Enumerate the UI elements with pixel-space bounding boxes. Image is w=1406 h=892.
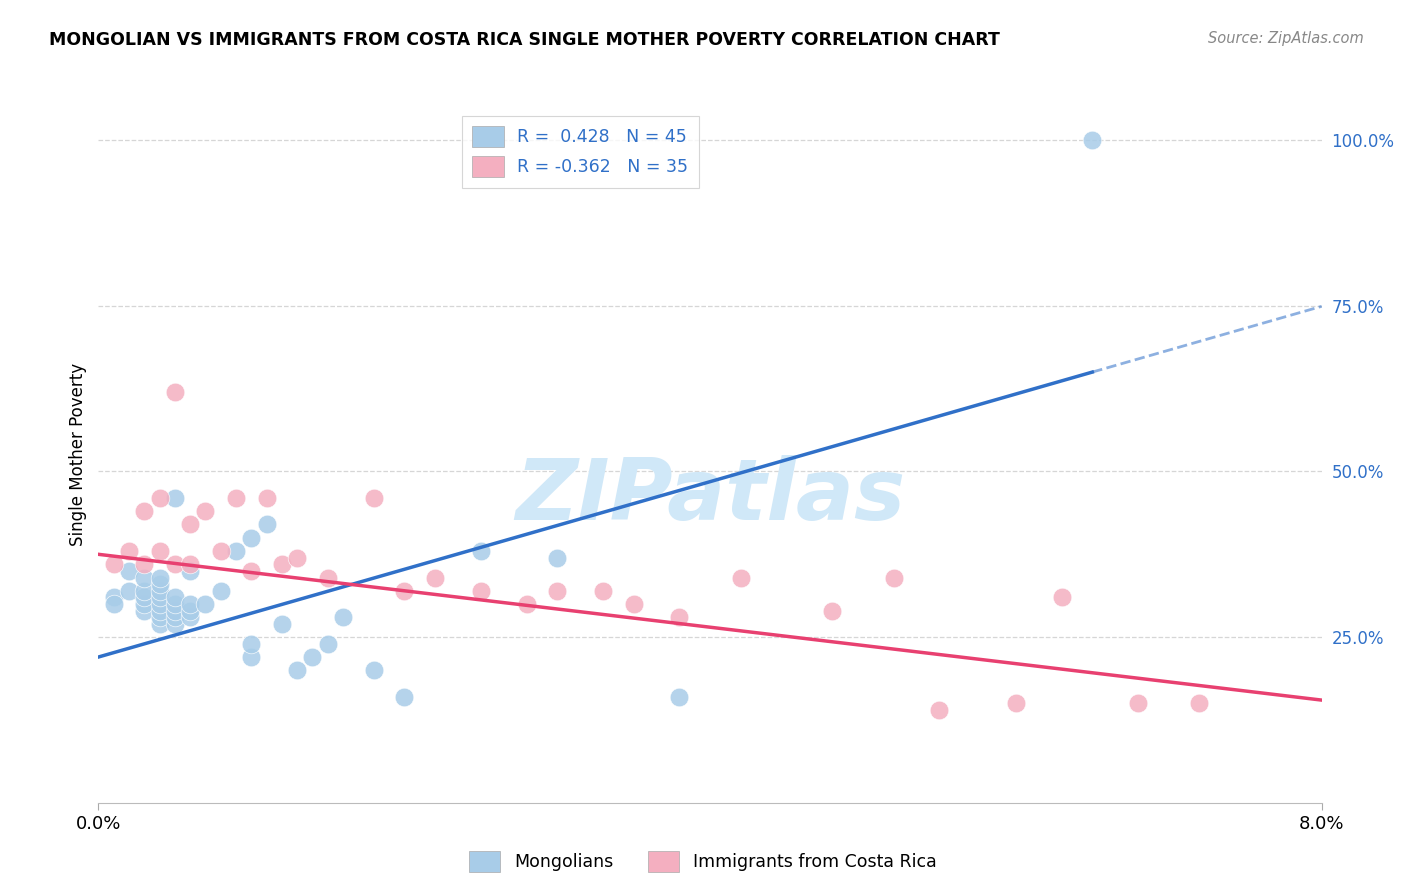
Point <box>301 650 323 665</box>
Point <box>1188 697 1211 711</box>
Point <box>163 384 186 399</box>
Point <box>668 690 690 704</box>
Point <box>209 544 232 558</box>
Point <box>270 616 294 631</box>
Point <box>149 610 172 624</box>
Point <box>194 504 217 518</box>
Text: ZIPatlas: ZIPatlas <box>515 455 905 538</box>
Point <box>546 583 568 598</box>
Point <box>118 564 141 578</box>
Point <box>163 616 186 631</box>
Point <box>103 597 125 611</box>
Point <box>149 544 172 558</box>
Point <box>163 610 186 624</box>
Point <box>516 597 538 611</box>
Point <box>118 583 141 598</box>
Text: Source: ZipAtlas.com: Source: ZipAtlas.com <box>1208 31 1364 46</box>
Legend: R =  0.428   N = 45, R = -0.362   N = 35: R = 0.428 N = 45, R = -0.362 N = 35 <box>461 116 699 187</box>
Point <box>134 597 156 611</box>
Point <box>316 570 339 584</box>
Point <box>149 597 172 611</box>
Point <box>179 558 201 572</box>
Point <box>134 583 156 598</box>
Point <box>423 570 446 584</box>
Point <box>209 583 232 598</box>
Point <box>270 558 294 572</box>
Point <box>149 591 172 605</box>
Text: MONGOLIAN VS IMMIGRANTS FROM COSTA RICA SINGLE MOTHER POVERTY CORRELATION CHART: MONGOLIAN VS IMMIGRANTS FROM COSTA RICA … <box>49 31 1000 49</box>
Point <box>316 637 339 651</box>
Point <box>730 570 752 584</box>
Point <box>149 577 172 591</box>
Point <box>118 544 141 558</box>
Point <box>363 491 385 505</box>
Point <box>179 604 201 618</box>
Point <box>149 604 172 618</box>
Point <box>1050 591 1073 605</box>
Y-axis label: Single Mother Poverty: Single Mother Poverty <box>69 363 87 547</box>
Point <box>134 570 156 584</box>
Point <box>240 637 263 651</box>
Point <box>163 558 186 572</box>
Point <box>928 703 950 717</box>
Point <box>149 616 172 631</box>
Point <box>285 550 308 565</box>
Point <box>256 517 278 532</box>
Point <box>623 597 645 611</box>
Point <box>240 650 263 665</box>
Point <box>821 604 844 618</box>
Point <box>179 610 201 624</box>
Point <box>470 544 492 558</box>
Point <box>194 597 217 611</box>
Point <box>225 544 247 558</box>
Point <box>163 591 186 605</box>
Point <box>179 517 201 532</box>
Point <box>392 690 416 704</box>
Point <box>163 597 186 611</box>
Point <box>163 491 186 505</box>
Point <box>470 583 492 598</box>
Point <box>134 591 156 605</box>
Legend: Mongolians, Immigrants from Costa Rica: Mongolians, Immigrants from Costa Rica <box>463 844 943 879</box>
Point <box>103 558 125 572</box>
Point <box>1128 697 1150 711</box>
Point <box>240 531 263 545</box>
Point <box>1004 697 1026 711</box>
Point <box>134 558 156 572</box>
Point <box>149 583 172 598</box>
Point <box>179 597 201 611</box>
Point <box>256 491 278 505</box>
Point <box>149 570 172 584</box>
Point <box>392 583 416 598</box>
Point <box>134 604 156 618</box>
Point <box>668 610 690 624</box>
Point <box>240 564 263 578</box>
Point <box>149 491 172 505</box>
Point <box>546 550 568 565</box>
Point <box>592 583 614 598</box>
Point <box>179 564 201 578</box>
Point <box>103 591 125 605</box>
Point <box>1081 133 1104 147</box>
Point <box>285 663 308 677</box>
Point <box>163 604 186 618</box>
Point <box>225 491 247 505</box>
Point <box>883 570 905 584</box>
Point <box>332 610 354 624</box>
Point <box>134 504 156 518</box>
Point <box>363 663 385 677</box>
